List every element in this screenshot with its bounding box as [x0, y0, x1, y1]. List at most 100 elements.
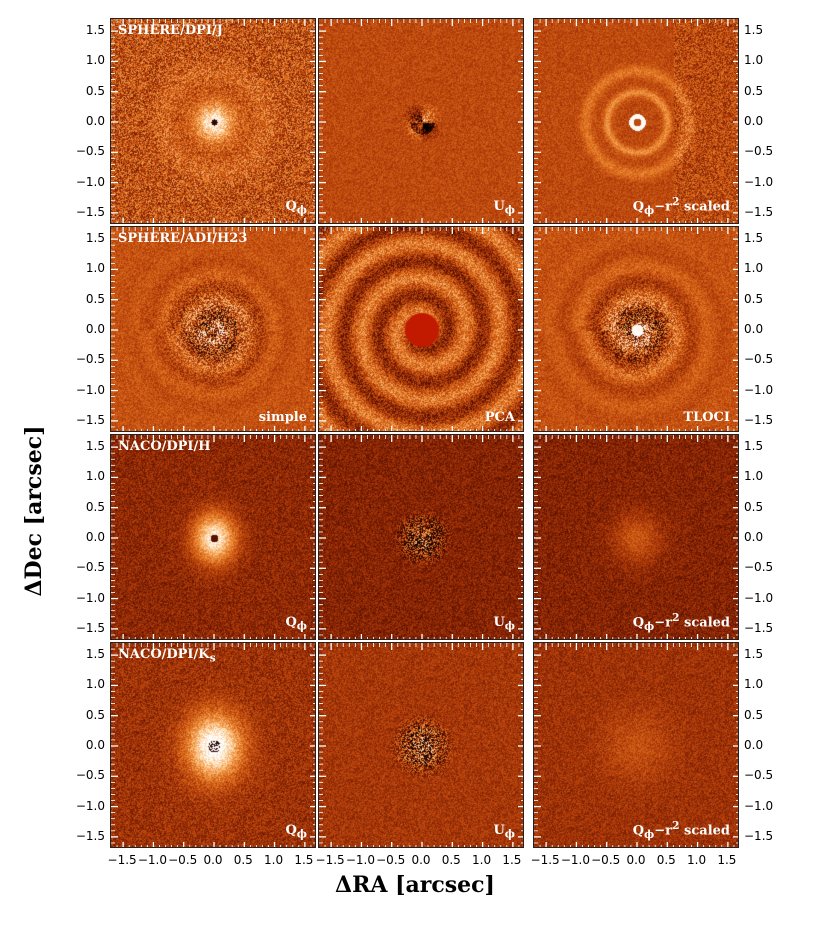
y-tick-label-left: −1.5 [75, 828, 105, 843]
y-tick-label-left: 1.5 [85, 647, 105, 662]
x-tick-label: −1.5 [530, 853, 560, 867]
y-tick-label-left: 0.5 [85, 499, 105, 514]
panel-image [111, 19, 315, 223]
y-tick-label-right: −0.5 [744, 144, 774, 159]
image-panel-r2c3: TLOCI [533, 226, 739, 432]
image-panel-r1c2: Uϕ [318, 18, 524, 224]
x-tick-label: −1.0 [345, 853, 375, 867]
x-tick-label: 0.0 [203, 853, 223, 867]
y-tick-label-right: 0.0 [744, 322, 764, 336]
panel-image [319, 19, 523, 223]
y-tick-label-right: 0.5 [744, 83, 764, 98]
y-tick-label-right: 1.0 [744, 53, 764, 68]
panel-image [534, 227, 738, 431]
image-panel-r3c1: NACO/DPI/H Qϕ [110, 434, 316, 640]
y-tick-label-left: −1.0 [75, 798, 105, 813]
y-tick-label-left: 1.5 [85, 439, 105, 454]
x-tick-label: 0.0 [626, 853, 646, 867]
y-tick-label-left: 0.5 [85, 83, 105, 98]
image-panel-r3c3: Qϕ−r2 scaled [533, 434, 739, 640]
row-title: NACO/DPI/Ks [118, 647, 216, 665]
panel-image [111, 227, 315, 431]
image-panel-r2c2: PCA [318, 226, 524, 432]
x-tick-label: −0.5 [168, 853, 198, 867]
x-tick-label: 0.0 [411, 853, 431, 867]
y-tick-label-left: −1.5 [75, 412, 105, 427]
y-tick-label-left: 0.0 [85, 114, 105, 128]
panel-image [111, 643, 315, 847]
y-tick-label-right: −1.0 [744, 382, 774, 397]
y-tick-label-right: 1.5 [744, 647, 764, 662]
y-tick-label-right: 0.0 [744, 738, 764, 752]
x-tick-label: 0.5 [656, 853, 676, 867]
y-tick-label-right: 0.0 [744, 114, 764, 128]
image-panel-r4c1: NACO/DPI/Ks Qϕ [110, 642, 316, 848]
image-panel-r2c1: SPHERE/ADI/H23 simple [110, 226, 316, 432]
y-tick-label-right: −1.5 [744, 412, 774, 427]
y-tick-label-left: 0.0 [85, 322, 105, 336]
image-panel-r1c3: Qϕ−r2 scaled [533, 18, 739, 224]
y-tick-label-right: 1.0 [744, 469, 764, 484]
x-tick-label: −0.5 [376, 853, 406, 867]
x-axis-label: ΔRA [arcsec] [335, 872, 495, 898]
x-tick-label: 0.5 [441, 853, 461, 867]
y-tick-label-left: −0.5 [75, 352, 105, 367]
y-tick-label-right: −0.5 [744, 560, 774, 575]
panel-label: Uϕ [493, 199, 515, 217]
image-panel-r4c2: Uϕ [318, 642, 524, 848]
panel-label: Qϕ [285, 823, 307, 841]
y-tick-label-right: −0.5 [744, 768, 774, 783]
y-tick-label-right: −1.5 [744, 828, 774, 843]
panel-image [319, 435, 523, 639]
image-panel-r1c1: SPHERE/DPI/J Qϕ [110, 18, 316, 224]
x-tick-label: −1.0 [137, 853, 167, 867]
panel-label: PCA [484, 410, 515, 425]
panel-label: Qϕ−r2 scaled [632, 819, 730, 841]
x-tick-label: 1.0 [687, 853, 707, 867]
panel-label: Uϕ [493, 615, 515, 633]
y-tick-label-left: 0.5 [85, 707, 105, 722]
y-tick-label-right: 1.0 [744, 261, 764, 276]
row-title: NACO/DPI/H [118, 439, 211, 454]
y-axis-label: ΔDec [arcsec] [21, 425, 47, 597]
panel-image [534, 643, 738, 847]
panel-image [111, 435, 315, 639]
x-tick-label: −1.5 [107, 853, 137, 867]
x-tick-label: −1.0 [560, 853, 590, 867]
row-title: SPHERE/ADI/H23 [118, 231, 248, 246]
y-tick-label-right: 1.5 [744, 439, 764, 454]
x-tick-label: 1.0 [472, 853, 492, 867]
panel-image [534, 435, 738, 639]
row-title: SPHERE/DPI/J [118, 23, 223, 38]
panel-image [319, 643, 523, 847]
y-tick-label-right: 0.5 [744, 707, 764, 722]
y-tick-label-right: −1.0 [744, 590, 774, 605]
image-panel-r3c2: Uϕ [318, 434, 524, 640]
panel-label: Qϕ−r2 scaled [632, 611, 730, 633]
x-tick-label: −1.5 [315, 853, 345, 867]
y-tick-label-right: −1.5 [744, 204, 774, 219]
y-tick-label-right: 1.5 [744, 23, 764, 38]
y-tick-label-left: 0.0 [85, 738, 105, 752]
panel-image [319, 227, 523, 431]
y-tick-label-left: 1.0 [85, 53, 105, 68]
y-tick-label-right: −0.5 [744, 352, 774, 367]
x-tick-label: 1.0 [264, 853, 284, 867]
y-tick-label-left: 0.0 [85, 530, 105, 544]
panel-label: Qϕ [285, 615, 307, 633]
image-panel-r4c3: Qϕ−r2 scaled [533, 642, 739, 848]
y-tick-label-left: 1.0 [85, 469, 105, 484]
x-tick-label: 0.5 [233, 853, 253, 867]
y-tick-label-right: 0.5 [744, 499, 764, 514]
y-tick-label-right: −1.0 [744, 798, 774, 813]
x-tick-label: 1.5 [294, 853, 314, 867]
y-tick-label-left: −1.5 [75, 620, 105, 635]
y-tick-label-left: −1.0 [75, 174, 105, 189]
y-tick-label-left: 1.5 [85, 23, 105, 38]
y-tick-label-left: 0.5 [85, 291, 105, 306]
panel-label: TLOCI [683, 410, 730, 425]
y-tick-label-right: 0.0 [744, 530, 764, 544]
y-tick-label-left: −0.5 [75, 144, 105, 159]
y-tick-label-left: −1.0 [75, 590, 105, 605]
